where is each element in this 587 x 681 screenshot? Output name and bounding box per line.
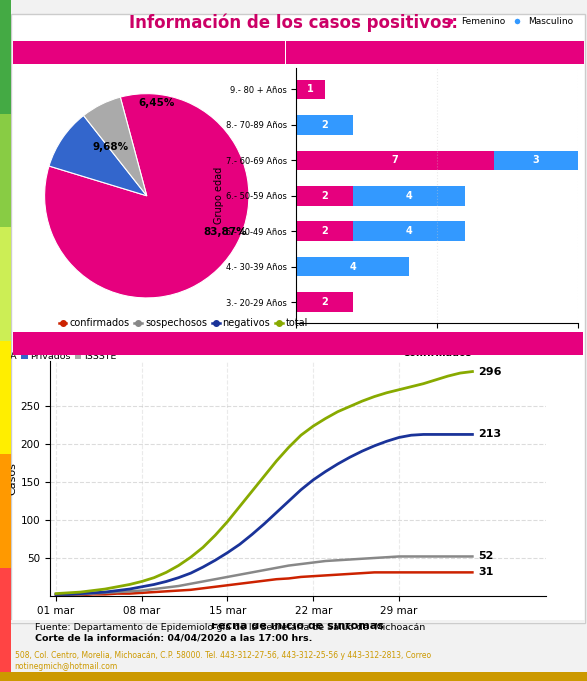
Text: 4: 4 [406, 191, 413, 201]
Legend: confirmados, sospechosos, negativos, total: confirmados, sospechosos, negativos, tot… [55, 314, 312, 332]
Text: Fuente: Departamento de Epidemiolo­gía de la Secretaría de Salud de  Michoacán: Fuente: Departamento de Epidemiolo­gía d… [35, 622, 426, 632]
Text: Corte de la información: 04/04/2020 a las 17:00 hrs.: Corte de la información: 04/04/2020 a la… [35, 634, 313, 644]
Text: 3: 3 [532, 155, 539, 165]
Text: 1: 1 [307, 84, 314, 95]
X-axis label: Fecha de inicio de síntomas: Fecha de inicio de síntomas [211, 621, 384, 631]
Text: 52: 52 [478, 552, 494, 561]
Text: Línea de eventos: Línea de eventos [231, 337, 365, 351]
Text: 7: 7 [392, 155, 399, 165]
Bar [296, 221, 353, 241]
Wedge shape [45, 94, 249, 298]
Text: INSTITUCIÓN: INSTITUCIÓN [106, 46, 191, 59]
Text: 9,68%: 9,68% [93, 142, 129, 152]
Bar [296, 257, 409, 276]
Text: 83,87%: 83,87% [203, 227, 247, 236]
Text: 213: 213 [478, 430, 502, 439]
Bar [296, 115, 353, 135]
Bar [494, 151, 578, 170]
Text: 296: 296 [478, 366, 502, 377]
Bar [353, 221, 465, 241]
Wedge shape [49, 116, 147, 196]
Legend: SSA, Privados, ISSSTE: SSA, Privados, ISSSTE [0, 348, 120, 365]
Text: 508, Col. Centro, Morelia, Michoacán, C.P. 58000. Tel. 443-312-27-56, 443-312-25: 508, Col. Centro, Morelia, Michoacán, C.… [15, 650, 431, 660]
Text: Información de los casos positivos:: Información de los casos positivos: [129, 14, 458, 33]
Text: 6,45%: 6,45% [139, 98, 175, 108]
X-axis label: Confirmados: Confirmados [403, 348, 472, 358]
Bar [296, 292, 353, 312]
Bar [353, 186, 465, 206]
Wedge shape [83, 97, 147, 196]
Text: notinegmich@hotmail.com: notinegmich@hotmail.com [15, 661, 118, 671]
Y-axis label: Casos: Casos [8, 462, 18, 495]
Bar [296, 186, 353, 206]
Bar [296, 80, 325, 99]
Text: 4: 4 [406, 226, 413, 236]
Y-axis label: Grupo edad: Grupo edad [214, 167, 224, 225]
Text: 2: 2 [321, 120, 328, 130]
Text: 2: 2 [321, 226, 328, 236]
Legend: Femenino, Masculino: Femenino, Masculino [437, 14, 576, 30]
Text: GRUPO EDAD: GRUPO EDAD [392, 46, 480, 59]
Text: 4: 4 [349, 262, 356, 272]
Text: 2: 2 [321, 191, 328, 201]
Text: 31: 31 [478, 567, 494, 577]
Text: 2: 2 [321, 297, 328, 307]
Bar [296, 151, 494, 170]
